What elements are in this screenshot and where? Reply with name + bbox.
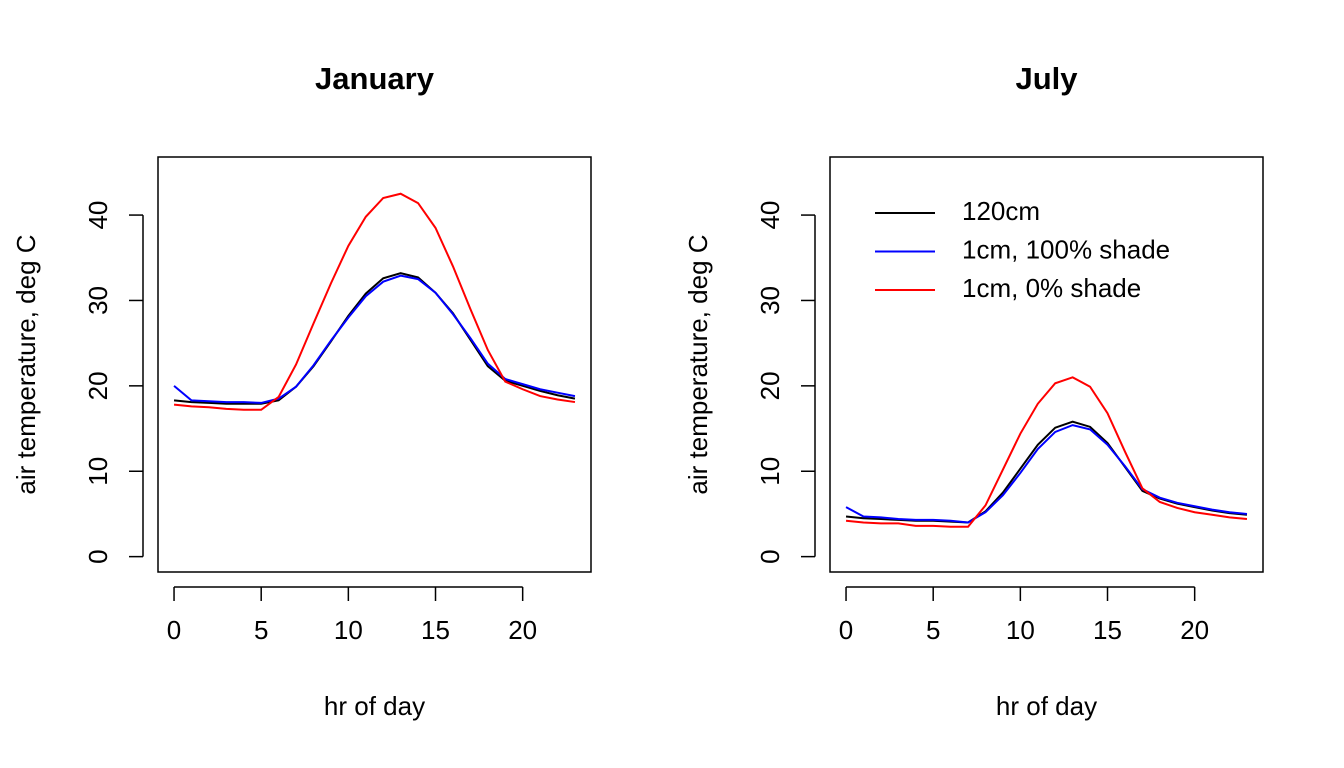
series-line <box>845 420 1248 524</box>
legend-label: 1cm, 100% shade <box>962 234 1170 264</box>
y-tick-label: 30 <box>83 286 113 315</box>
series-line <box>173 192 576 411</box>
x-axis-label: hr of day <box>324 691 425 721</box>
y-tick-label: 20 <box>83 371 113 400</box>
series-line <box>173 274 576 404</box>
x-tick-label: 10 <box>1006 615 1035 645</box>
x-tick-label: 15 <box>1093 615 1122 645</box>
x-tick-label: 20 <box>1180 615 1209 645</box>
x-tick-label: 15 <box>421 615 450 645</box>
y-tick-label: 30 <box>755 286 785 315</box>
x-tick-label: 0 <box>839 615 853 645</box>
x-tick-label: 20 <box>508 615 537 645</box>
series-line <box>845 424 1248 524</box>
y-tick-label: 10 <box>755 457 785 486</box>
x-tick-label: 5 <box>926 615 940 645</box>
y-tick-label: 10 <box>83 457 113 486</box>
y-tick-label: 40 <box>83 201 113 230</box>
legend-label: 1cm, 0% shade <box>962 273 1141 303</box>
plot-box <box>157 156 592 573</box>
x-tick-label: 0 <box>167 615 181 645</box>
x-tick-label: 10 <box>334 615 363 645</box>
y-axis-label: air temperature, deg C <box>683 234 713 494</box>
x-axis-label: hr of day <box>996 691 1097 721</box>
series-line <box>173 272 576 405</box>
series-line <box>845 376 1248 528</box>
y-axis-label: air temperature, deg C <box>11 234 41 494</box>
legend-label: 120cm <box>962 196 1040 226</box>
x-tick-label: 5 <box>254 615 268 645</box>
chart-title: July <box>1015 61 1078 96</box>
y-tick-label: 40 <box>755 201 785 230</box>
plot-box <box>829 156 1264 573</box>
y-tick-label: 0 <box>755 549 785 563</box>
y-tick-label: 20 <box>755 371 785 400</box>
y-tick-label: 0 <box>83 549 113 563</box>
chart-title: January <box>315 61 435 96</box>
